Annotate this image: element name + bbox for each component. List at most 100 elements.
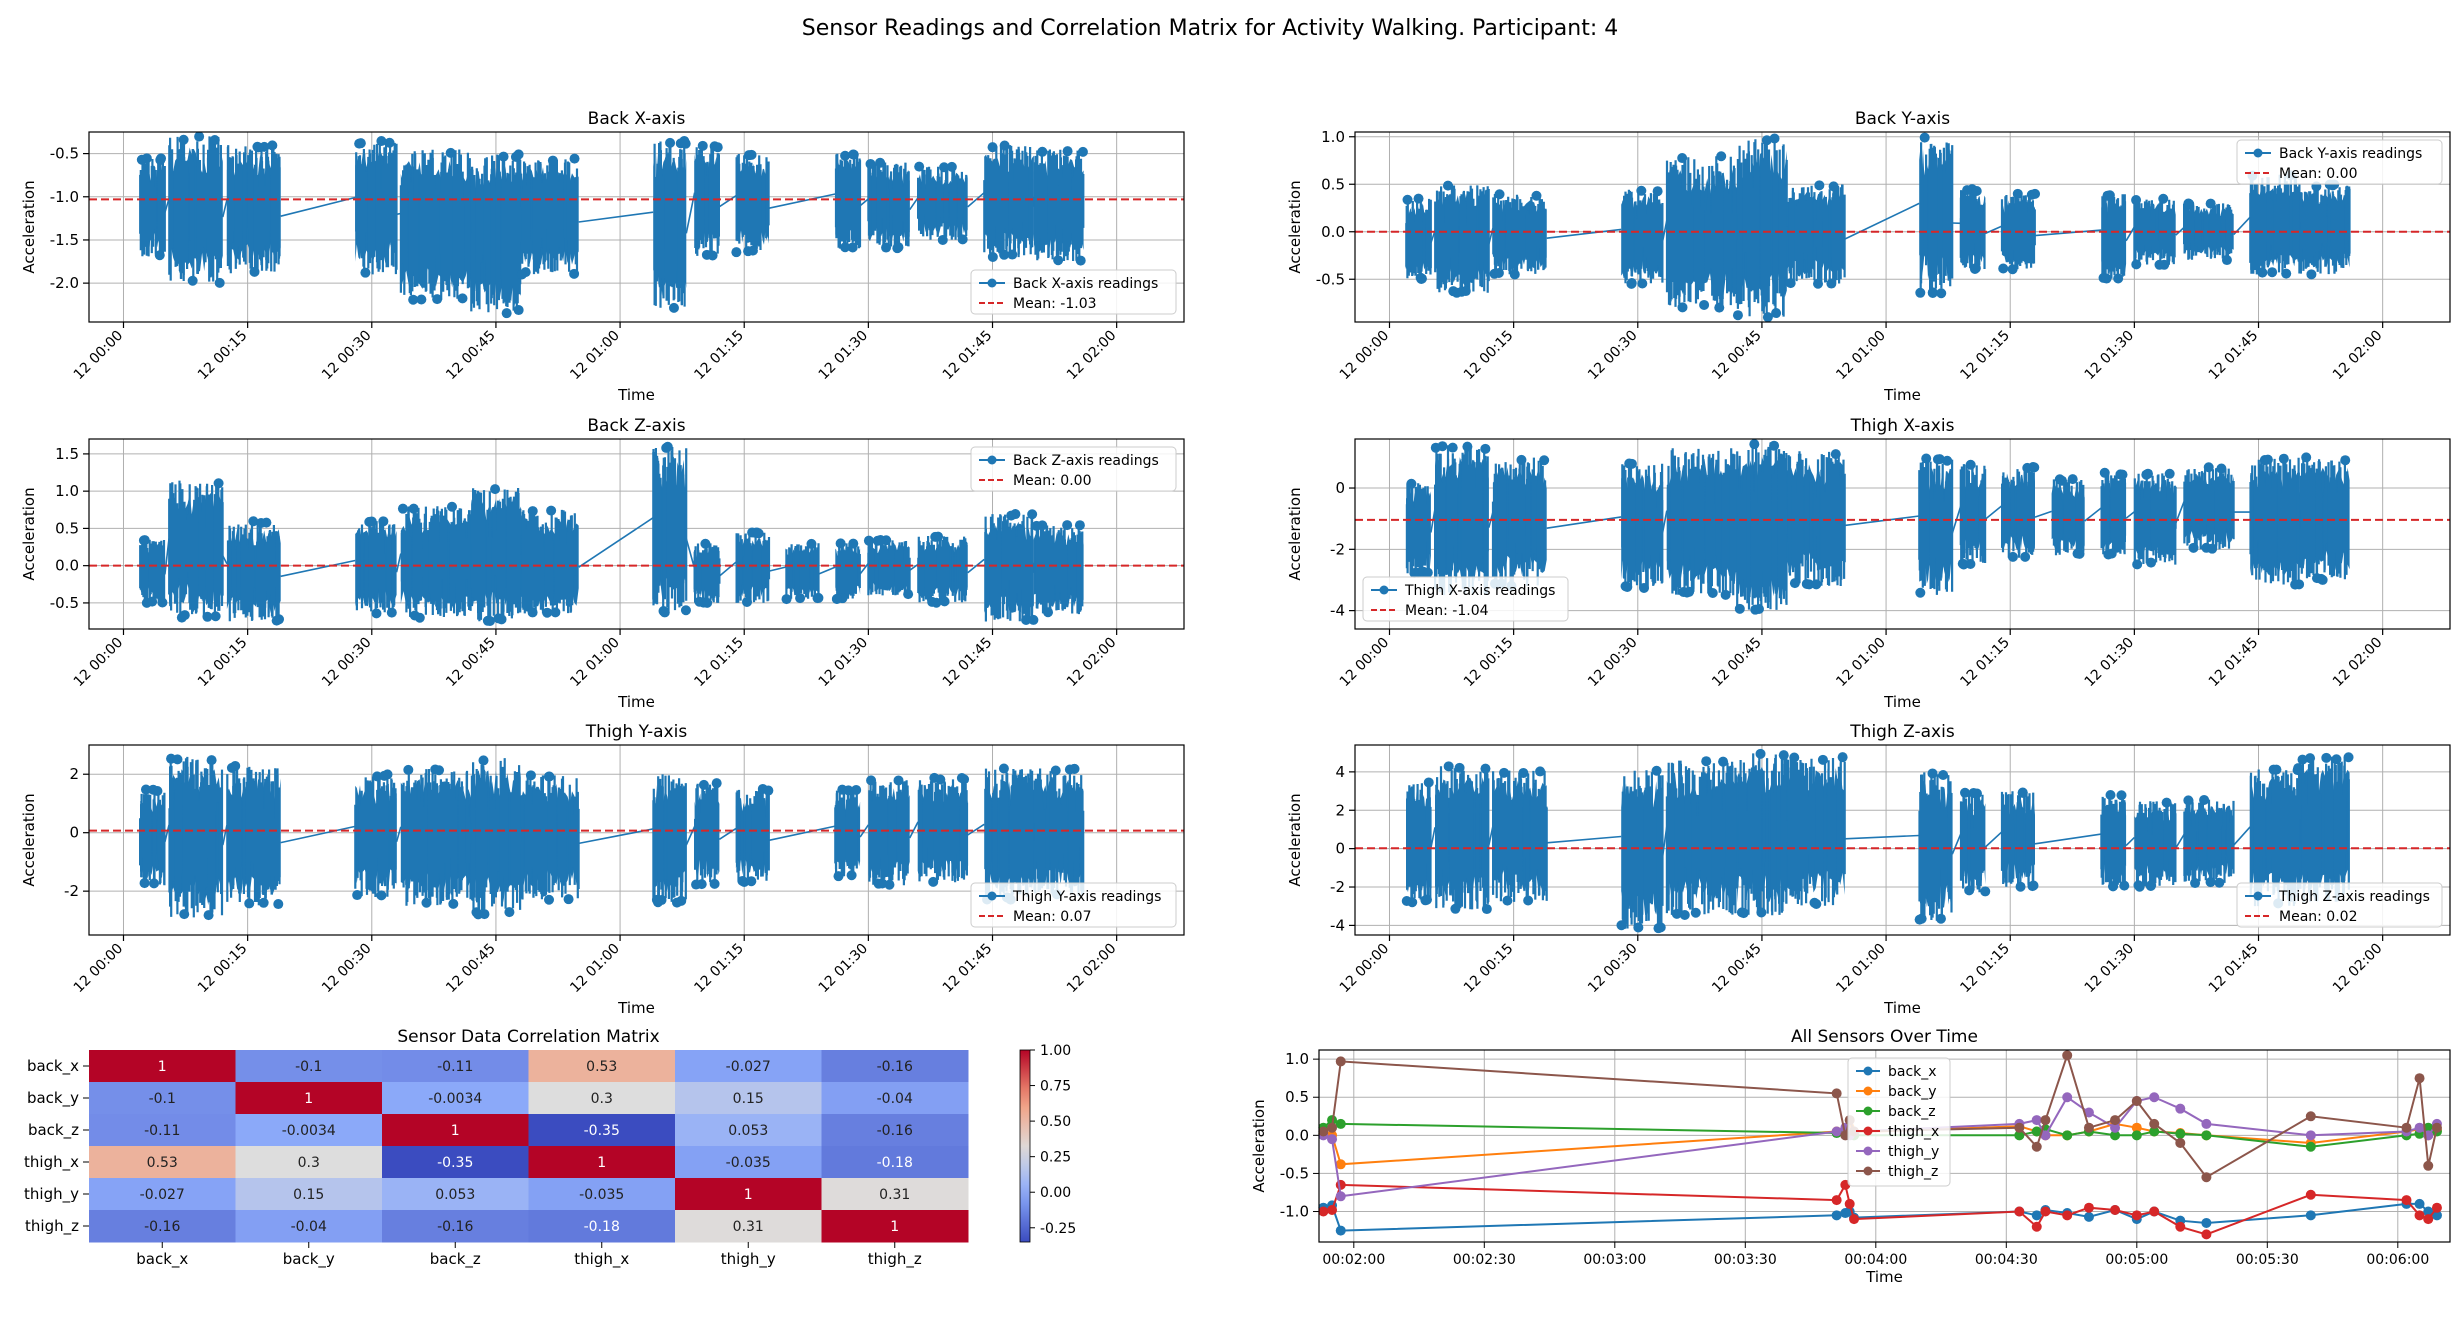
x-tick-label: 12 01:30 (2082, 941, 2138, 997)
heatmap-cell (675, 1178, 822, 1211)
data-point (1318, 1206, 1329, 1217)
legend-label: thigh_y (1888, 1144, 1939, 1160)
reading-strokes (1492, 194, 1547, 275)
x-tick-label: 12 01:00 (1833, 941, 1889, 997)
reading-point (1814, 180, 1825, 191)
reading-point (1074, 520, 1085, 531)
reading-point (1516, 454, 1527, 465)
data-point (2305, 1210, 2316, 1221)
legend: Back Y-axis readings Mean: 0.00 (2236, 139, 2443, 185)
reading-point (2164, 468, 2175, 479)
reading-point (698, 779, 709, 790)
reading-point (2012, 188, 2023, 199)
y-tick-label: 2 (69, 765, 79, 783)
reading-point (1006, 510, 1017, 521)
reading-point (1462, 441, 1473, 452)
reading-point (1837, 752, 1848, 763)
reading-point (2158, 193, 2169, 204)
x-tick-label: 00:03:00 (1583, 1252, 1646, 1268)
x-tick-label: 12 01:15 (1957, 941, 2013, 997)
data-point (2431, 1202, 2442, 1213)
reading-point (741, 596, 752, 607)
chart-title: All Sensors Over Time (1791, 1027, 1978, 1047)
reading-point (172, 754, 183, 765)
heatmap-cell-label: -0.35 (437, 1155, 473, 1171)
legend-marker (1863, 1126, 1873, 1136)
y-tick-label: 0 (69, 824, 79, 842)
reading-point (448, 898, 459, 909)
reading-strokes (400, 506, 472, 617)
x-axis-label: Time (617, 693, 655, 711)
reading-point (1454, 762, 1465, 773)
data-point (1831, 1088, 1842, 1099)
data-point (2062, 1092, 2073, 1103)
x-tick-label: 12 01:30 (816, 941, 872, 997)
heatmap-cell-label: 0.31 (733, 1219, 764, 1235)
reading-point (1756, 907, 1767, 918)
legend-label: back_x (1888, 1064, 1937, 1080)
y-tick-label: 0.0 (1285, 1126, 1309, 1144)
data-point (2431, 1210, 2442, 1221)
reading-point (253, 142, 264, 153)
reading-strokes (984, 768, 1035, 899)
reading-point (1413, 193, 1424, 204)
reading-point (2305, 753, 2316, 764)
figure-suptitle: Sensor Readings and Correlation Matrix f… (802, 16, 1618, 41)
reading-point (2340, 455, 2351, 466)
x-tick-label: 12 00:15 (1461, 328, 1517, 384)
y-tick-label: -0.5 (50, 594, 79, 612)
reading-strokes (735, 532, 771, 603)
heatmap-cell (675, 1050, 822, 1083)
legend-series-marker (987, 891, 997, 901)
reading-point (753, 528, 764, 539)
heatmap-cell (528, 1114, 676, 1147)
reading-strokes (1919, 142, 1954, 293)
heatmap-cell (528, 1050, 676, 1083)
reading-point (2056, 475, 2067, 486)
legend-mean-label: Mean: 0.07 (1013, 909, 1091, 925)
reading-strokes (984, 514, 1034, 622)
series-thigh_x (1318, 1179, 2442, 1240)
heatmap-cell (821, 1146, 969, 1179)
heatmap-cell-label: 1 (744, 1187, 753, 1203)
reading-point (258, 897, 269, 908)
reading-point (702, 597, 713, 608)
reading-point (248, 516, 259, 527)
reading-strokes (735, 789, 770, 882)
reading-point (408, 294, 419, 305)
reading-strokes (139, 157, 166, 257)
y-tick-label: -4 (1330, 916, 1345, 934)
reading-strokes (1033, 768, 1085, 897)
data-point (2083, 1211, 2094, 1222)
reading-point (544, 894, 555, 905)
reading-point (1934, 454, 1945, 465)
heatmap-cell-label: 1 (304, 1091, 313, 1107)
reading-point (1813, 278, 1824, 289)
reading-strokes (653, 141, 686, 308)
reading-point (1075, 255, 1086, 266)
reading-point (2115, 469, 2126, 480)
reading-point (2108, 881, 2119, 892)
reading-point (2262, 454, 2273, 465)
reading-strokes (1621, 768, 1664, 929)
reading-point (179, 610, 190, 621)
heatmap-cell-label: -0.1 (295, 1059, 322, 1075)
heatmap-cell-label: -0.18 (877, 1155, 913, 1171)
heatmap-cell (528, 1146, 676, 1179)
data-point (2014, 1122, 2025, 1133)
reading-point (2199, 794, 2210, 805)
reading-strokes (2183, 468, 2235, 550)
reading-point (2099, 467, 2110, 478)
reading-point (2161, 797, 2172, 808)
chart-all-sensors: 00:02:00 00:02:30 00:03:00 00:03:30 00:04:00… (1250, 1027, 2451, 1286)
legend-series-label: Back X-axis readings (1013, 276, 1158, 292)
reading-point (651, 894, 662, 905)
reading-point (2257, 267, 2268, 278)
reading-point (202, 611, 213, 622)
reading-point (1493, 267, 1504, 278)
x-axis-label: Time (1883, 999, 1921, 1017)
reading-point (1620, 581, 1631, 592)
series-readings (138, 441, 1085, 627)
reading-point (1422, 567, 1433, 578)
series-readings (139, 753, 1085, 921)
